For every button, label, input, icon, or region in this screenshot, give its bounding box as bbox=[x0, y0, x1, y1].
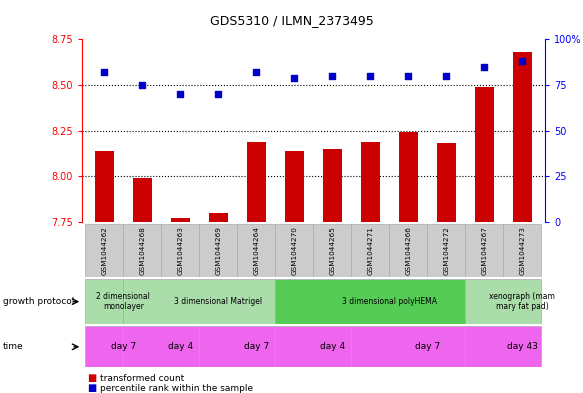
Bar bbox=[361, 141, 380, 222]
Bar bbox=[124, 224, 161, 277]
Text: GSM1044265: GSM1044265 bbox=[329, 226, 335, 275]
Text: GSM1044267: GSM1044267 bbox=[482, 226, 487, 275]
Text: ■: ■ bbox=[87, 373, 97, 383]
Text: GSM1044273: GSM1044273 bbox=[519, 226, 525, 275]
Bar bbox=[199, 224, 237, 277]
Text: GSM1044270: GSM1044270 bbox=[292, 226, 297, 275]
Bar bbox=[247, 141, 266, 222]
Point bbox=[518, 58, 527, 64]
Bar bbox=[437, 143, 456, 222]
Point bbox=[442, 73, 451, 79]
Bar bbox=[465, 279, 541, 324]
Text: growth protocol: growth protocol bbox=[3, 297, 74, 306]
Bar bbox=[237, 224, 275, 277]
Text: GSM1044271: GSM1044271 bbox=[367, 226, 373, 275]
Bar bbox=[124, 279, 275, 324]
Point bbox=[290, 75, 299, 81]
Text: day 4: day 4 bbox=[168, 342, 193, 351]
Bar bbox=[285, 151, 304, 222]
Text: GSM1044266: GSM1044266 bbox=[405, 226, 412, 275]
Point bbox=[138, 82, 147, 88]
Point bbox=[403, 73, 413, 79]
Bar bbox=[86, 224, 124, 277]
Text: day 7: day 7 bbox=[111, 342, 136, 351]
Point bbox=[100, 69, 109, 75]
Point bbox=[252, 69, 261, 75]
Bar bbox=[475, 87, 494, 222]
Text: GSM1044262: GSM1044262 bbox=[101, 226, 107, 275]
Bar bbox=[209, 213, 228, 222]
Text: 3 dimensional Matrigel: 3 dimensional Matrigel bbox=[174, 297, 262, 306]
Bar bbox=[427, 224, 465, 277]
Bar bbox=[171, 219, 190, 222]
Point bbox=[480, 64, 489, 70]
Bar bbox=[352, 326, 465, 367]
Text: percentile rank within the sample: percentile rank within the sample bbox=[100, 384, 254, 393]
Text: GSM1044263: GSM1044263 bbox=[177, 226, 184, 275]
Point bbox=[366, 73, 375, 79]
Text: GDS5310 / ILMN_2373495: GDS5310 / ILMN_2373495 bbox=[210, 14, 373, 27]
Text: day 43: day 43 bbox=[507, 342, 538, 351]
Bar bbox=[503, 224, 541, 277]
Text: transformed count: transformed count bbox=[100, 374, 185, 382]
Bar bbox=[161, 224, 199, 277]
Text: day 7: day 7 bbox=[415, 342, 440, 351]
Point bbox=[328, 73, 337, 79]
Text: GSM1044264: GSM1044264 bbox=[254, 226, 259, 275]
Bar bbox=[352, 224, 389, 277]
Bar bbox=[314, 224, 352, 277]
Text: 3 dimensional polyHEMA: 3 dimensional polyHEMA bbox=[342, 297, 437, 306]
Text: xenograph (mam
mary fat pad): xenograph (mam mary fat pad) bbox=[489, 292, 555, 311]
Text: GSM1044268: GSM1044268 bbox=[139, 226, 145, 275]
Bar bbox=[124, 326, 199, 367]
Text: day 7: day 7 bbox=[244, 342, 269, 351]
Bar bbox=[86, 279, 124, 324]
Point bbox=[214, 91, 223, 97]
Bar bbox=[199, 326, 275, 367]
Text: time: time bbox=[3, 342, 23, 351]
Text: GSM1044272: GSM1044272 bbox=[443, 226, 449, 275]
Bar bbox=[323, 149, 342, 222]
Bar bbox=[513, 52, 532, 222]
Text: GSM1044269: GSM1044269 bbox=[215, 226, 222, 275]
Bar bbox=[399, 132, 418, 222]
Text: day 4: day 4 bbox=[320, 342, 345, 351]
Bar bbox=[389, 224, 427, 277]
Bar bbox=[465, 326, 541, 367]
Bar bbox=[86, 326, 124, 367]
Bar bbox=[275, 279, 465, 324]
Bar bbox=[133, 178, 152, 222]
Bar bbox=[95, 151, 114, 222]
Text: ■: ■ bbox=[87, 383, 97, 393]
Bar bbox=[465, 224, 503, 277]
Point bbox=[175, 91, 185, 97]
Bar bbox=[275, 224, 313, 277]
Bar bbox=[275, 326, 352, 367]
Text: 2 dimensional
monolayer: 2 dimensional monolayer bbox=[96, 292, 150, 311]
